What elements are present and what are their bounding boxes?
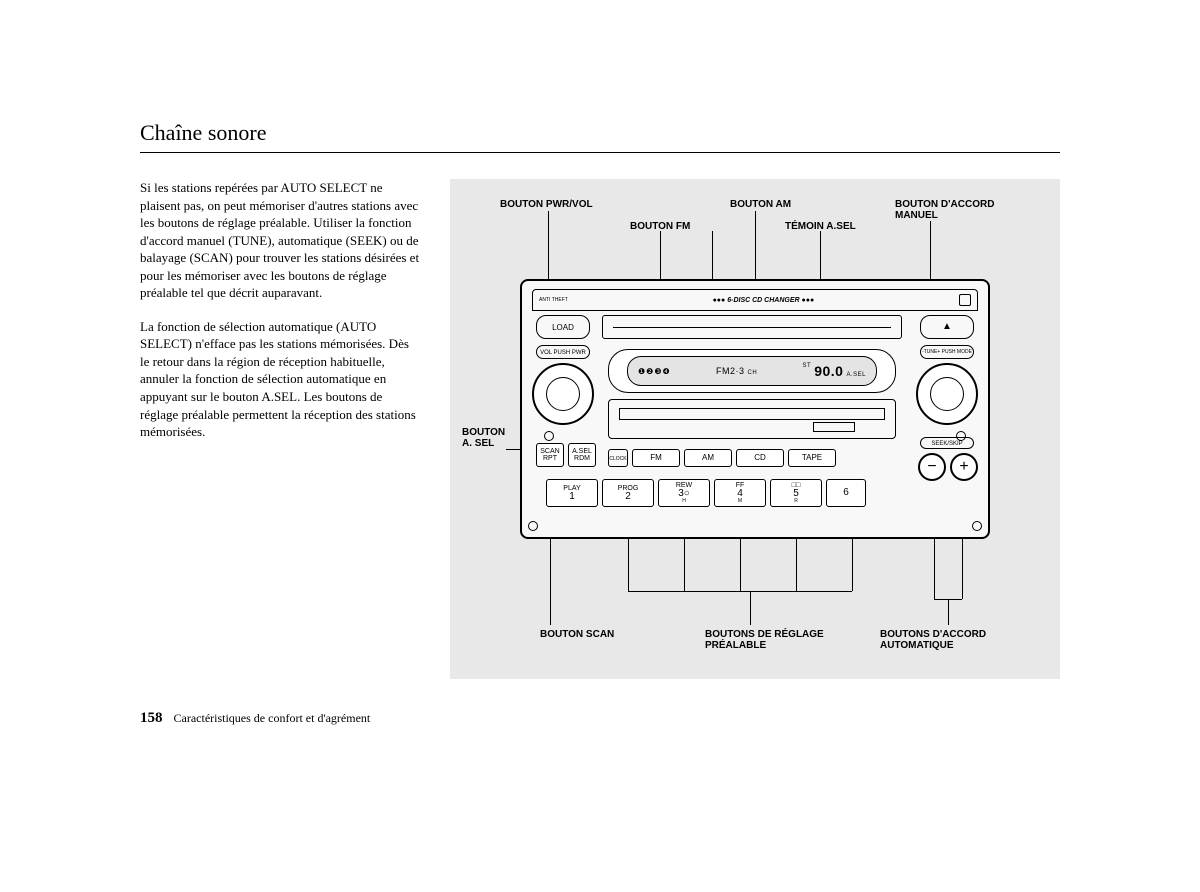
tune-label: -TUNE+ PUSH MODE xyxy=(920,345,974,359)
preset-1: PLAY1 xyxy=(546,479,598,507)
page-title: Chaîne sonore xyxy=(140,120,1060,146)
tune-knob xyxy=(916,363,978,425)
preset-6: 6 xyxy=(826,479,866,507)
preset-5: □□5R xyxy=(770,479,822,507)
paragraph-1: Si les stations repérées par AUTO SELECT… xyxy=(140,179,420,302)
display-band: FM2·3 xyxy=(716,366,745,376)
cd-logo-icon xyxy=(959,294,971,306)
radio-unit: ANTI THEFT ●●● 6-DISC CD CHANGER ●●● LOA… xyxy=(520,279,990,539)
screw-icon xyxy=(528,521,538,531)
footer-section: Caractéristiques de confort et d'agrémen… xyxy=(174,711,371,725)
am-button: AM xyxy=(684,449,732,467)
display-asel: A.SEL xyxy=(846,372,866,378)
clock-button: CLOCK xyxy=(608,449,628,467)
radio-display: ❶❷❸❹ FM2·3 CH ST 90.0 A.SEL xyxy=(608,349,896,393)
label-preset: BOUTONS DE RÉGLAGE PRÉALABLE xyxy=(705,629,825,651)
screw-icon xyxy=(544,431,554,441)
label-am: BOUTON AM xyxy=(730,199,791,210)
tape-button: TAPE xyxy=(788,449,836,467)
radio-diagram: BOUTON PWR/VOL BOUTON FM BOUTON AM TÉMOI… xyxy=(450,179,1060,679)
seek-down-button: − xyxy=(918,453,946,481)
page-number: 158 xyxy=(140,710,163,726)
scan-rpt-button: SCANRPT xyxy=(536,443,564,467)
body-text: Si les stations repérées par AUTO SELECT… xyxy=(140,179,420,679)
volume-knob xyxy=(532,363,594,425)
paragraph-2: La fonction de sélection automatique (AU… xyxy=(140,318,420,441)
preset-buttons: PLAY1 PROG2 REW3○H FF4M □□5R 6 xyxy=(546,479,866,507)
anti-theft-text: ANTI THEFT xyxy=(539,298,568,303)
preset-4: FF4M xyxy=(714,479,766,507)
cd-changer-text: 6-DISC CD CHANGER xyxy=(727,297,799,304)
label-asel-btn: BOUTON A. SEL xyxy=(462,427,512,449)
disc-icons: ❶❷❸❹ xyxy=(638,367,671,376)
cd-button: CD xyxy=(736,449,784,467)
preset-2: PROG2 xyxy=(602,479,654,507)
page-footer: 158 Caractéristiques de confort et d'agr… xyxy=(140,710,370,727)
scan-asel-group: SCANRPT A.SELRDM xyxy=(536,443,596,467)
cassette-slot xyxy=(608,399,896,439)
label-manual: BOUTON D'ACCORD MANUEL xyxy=(895,199,995,221)
label-scan: BOUTON SCAN xyxy=(540,629,614,640)
asel-rdm-button: A.SELRDM xyxy=(568,443,596,467)
cd-slot xyxy=(602,315,902,339)
display-st: ST xyxy=(803,363,812,369)
title-rule xyxy=(140,152,1060,153)
display-ch: CH xyxy=(748,370,758,376)
eject-button: ▲ xyxy=(920,315,974,339)
display-freq: 90.0 xyxy=(814,363,843,379)
label-pwr-vol: BOUTON PWR/VOL xyxy=(500,199,593,210)
mode-buttons: FM AM CD TAPE xyxy=(632,449,836,467)
seek-buttons: − + xyxy=(918,453,978,481)
label-auto: BOUTONS D'ACCORD AUTOMATIQUE xyxy=(880,629,990,651)
screw-icon xyxy=(972,521,982,531)
radio-top-strip: ANTI THEFT ●●● 6-DISC CD CHANGER ●●● xyxy=(532,289,978,311)
preset-3: REW3○H xyxy=(658,479,710,507)
fm-button: FM xyxy=(632,449,680,467)
vol-label: VOL PUSH PWR xyxy=(536,345,590,359)
load-button: LOAD xyxy=(536,315,590,339)
seek-label: SEEK/SKIP xyxy=(920,437,974,449)
seek-up-button: + xyxy=(950,453,978,481)
